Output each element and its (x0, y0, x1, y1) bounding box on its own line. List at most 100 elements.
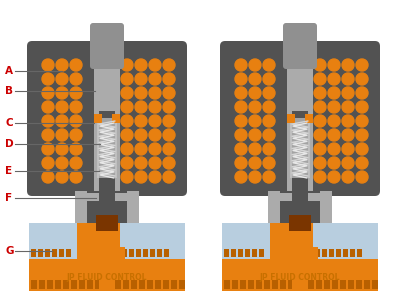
Text: A: A (5, 66, 13, 76)
Circle shape (328, 171, 340, 183)
Bar (143, 249, 148, 257)
Text: JP FLUID CONTROL: JP FLUID CONTROL (260, 272, 340, 281)
FancyBboxPatch shape (283, 23, 317, 69)
Text: E: E (5, 166, 12, 176)
Bar (313, 223, 378, 259)
Bar (232, 280, 238, 289)
Bar (47, 280, 53, 289)
Bar (31, 249, 36, 257)
Bar (75, 193, 139, 201)
FancyBboxPatch shape (220, 41, 380, 196)
Bar (66, 249, 71, 257)
Bar (222, 223, 378, 291)
Circle shape (356, 129, 368, 141)
Bar (268, 191, 332, 223)
Circle shape (342, 129, 354, 141)
Bar (99, 123, 115, 223)
Bar (287, 46, 313, 191)
Bar (112, 114, 120, 123)
Circle shape (163, 157, 175, 169)
Circle shape (342, 171, 354, 183)
Circle shape (56, 171, 68, 183)
FancyBboxPatch shape (90, 23, 124, 69)
Circle shape (249, 73, 261, 85)
Circle shape (314, 143, 326, 155)
Circle shape (42, 157, 54, 169)
Bar (115, 280, 121, 289)
Circle shape (135, 157, 147, 169)
Circle shape (56, 157, 68, 169)
Circle shape (135, 143, 147, 155)
Circle shape (356, 115, 368, 127)
Bar (129, 249, 134, 257)
Circle shape (163, 59, 175, 71)
Bar (75, 191, 139, 223)
Circle shape (70, 115, 82, 127)
Bar (240, 280, 246, 289)
Circle shape (163, 143, 175, 155)
Circle shape (42, 129, 54, 141)
Circle shape (235, 115, 247, 127)
Circle shape (163, 101, 175, 113)
Circle shape (70, 101, 82, 113)
Circle shape (235, 171, 247, 183)
Circle shape (314, 115, 326, 127)
Bar (155, 280, 161, 289)
Circle shape (249, 129, 261, 141)
Bar (372, 280, 378, 289)
Bar (222, 223, 270, 259)
Circle shape (56, 73, 68, 85)
Bar (238, 249, 243, 257)
Circle shape (121, 171, 133, 183)
Circle shape (263, 157, 275, 169)
Circle shape (235, 101, 247, 113)
Circle shape (121, 129, 133, 141)
Bar (305, 114, 313, 123)
Circle shape (42, 59, 54, 71)
Circle shape (263, 59, 275, 71)
Circle shape (56, 143, 68, 155)
Circle shape (263, 143, 275, 155)
Bar (292, 111, 308, 191)
Circle shape (70, 143, 82, 155)
Circle shape (314, 59, 326, 71)
Bar (38, 249, 43, 257)
Bar (248, 280, 254, 289)
Bar (292, 223, 308, 291)
Bar (252, 249, 257, 257)
Circle shape (56, 129, 68, 141)
Circle shape (263, 101, 275, 113)
Bar (288, 280, 294, 289)
Text: JP FLUID CONTROL: JP FLUID CONTROL (67, 272, 147, 281)
Bar (264, 280, 270, 289)
Circle shape (135, 87, 147, 99)
Bar (136, 249, 141, 257)
Bar (364, 280, 370, 289)
Bar (256, 280, 262, 289)
Circle shape (135, 171, 147, 183)
Circle shape (328, 157, 340, 169)
Circle shape (135, 115, 147, 127)
Bar (89, 247, 125, 259)
Text: C: C (5, 118, 13, 128)
Bar (120, 223, 185, 259)
Circle shape (135, 73, 147, 85)
Circle shape (70, 157, 82, 169)
Bar (96, 215, 118, 231)
Circle shape (149, 143, 161, 155)
Circle shape (70, 171, 82, 183)
Bar (324, 280, 330, 289)
Bar (131, 280, 137, 289)
Circle shape (263, 129, 275, 141)
Circle shape (249, 157, 261, 169)
Circle shape (56, 87, 68, 99)
Bar (245, 249, 250, 257)
Circle shape (342, 73, 354, 85)
Circle shape (163, 87, 175, 99)
Circle shape (356, 59, 368, 71)
Bar (139, 280, 145, 289)
Bar (99, 111, 115, 191)
Bar (224, 249, 229, 257)
Bar (268, 193, 332, 201)
Bar (97, 118, 117, 178)
